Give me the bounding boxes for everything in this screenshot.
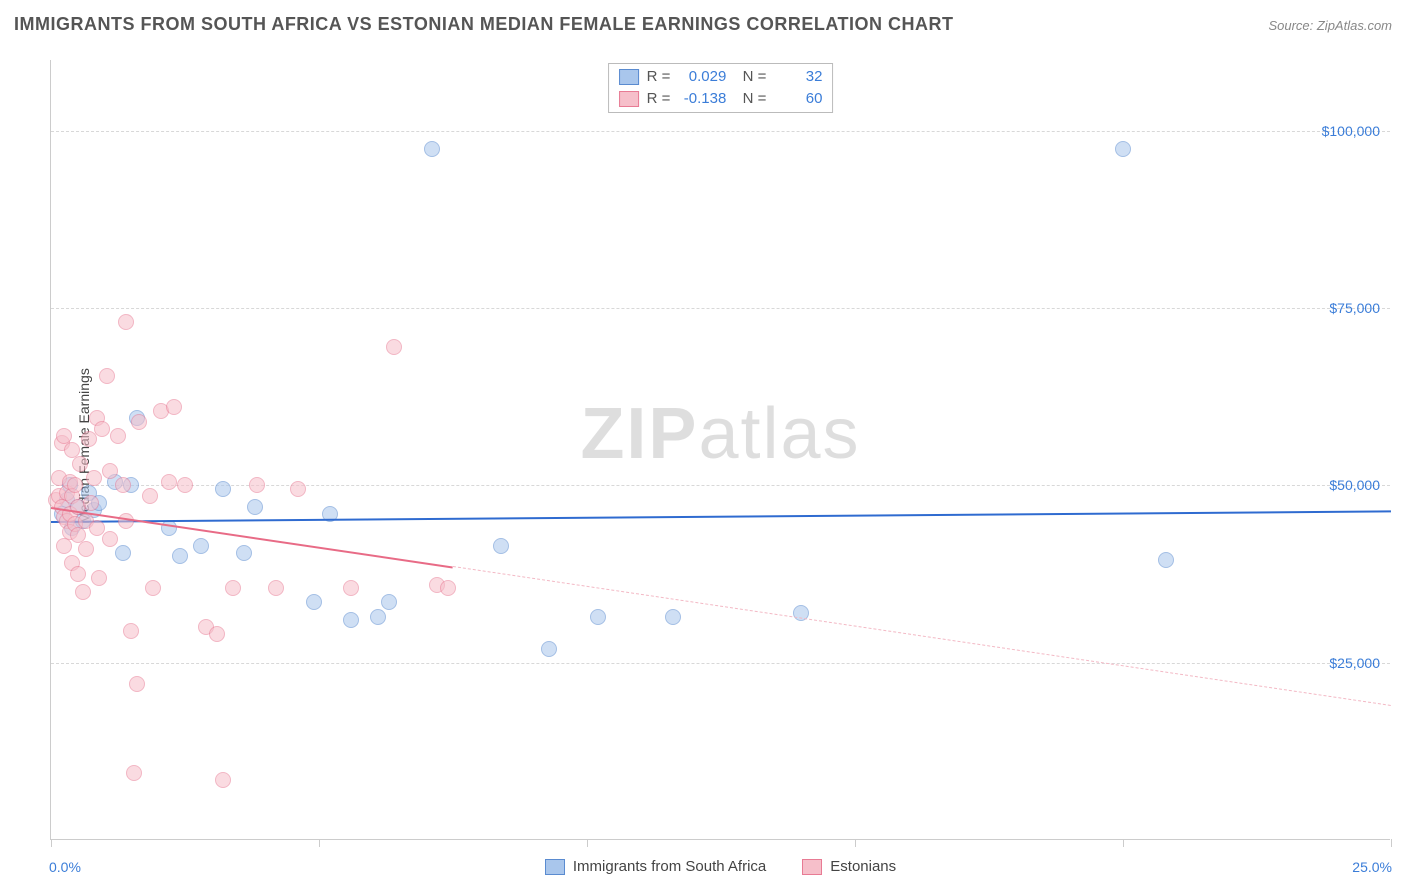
x-tick	[51, 839, 52, 847]
regression-line	[453, 566, 1391, 706]
scatter-point	[215, 772, 231, 788]
legend-bottom: Immigrants from South Africa Estonians	[51, 858, 1390, 875]
scatter-point	[386, 339, 402, 355]
chart-title: IMMIGRANTS FROM SOUTH AFRICA VS ESTONIAN…	[14, 14, 954, 35]
x-tick	[319, 839, 320, 847]
scatter-point	[247, 499, 263, 515]
scatter-point	[370, 609, 386, 625]
scatter-point	[78, 541, 94, 557]
n-value-1: 60	[774, 88, 822, 110]
scatter-point	[94, 421, 110, 437]
scatter-point	[102, 531, 118, 547]
scatter-point	[161, 520, 177, 536]
scatter-point	[102, 463, 118, 479]
r-value-0: 0.029	[678, 66, 726, 88]
x-tick	[1123, 839, 1124, 847]
scatter-point	[209, 626, 225, 642]
legend-label-0: Immigrants from South Africa	[573, 858, 766, 875]
scatter-point	[215, 481, 231, 497]
n-label: N =	[734, 88, 766, 110]
x-tick	[855, 839, 856, 847]
scatter-point	[1115, 141, 1131, 157]
scatter-point	[590, 609, 606, 625]
y-tick-label: $50,000	[1329, 477, 1380, 493]
watermark-bold: ZIP	[580, 394, 698, 474]
legend-item-0: Immigrants from South Africa	[545, 858, 766, 875]
scatter-point	[110, 428, 126, 444]
scatter-point	[129, 676, 145, 692]
n-label: N =	[734, 66, 766, 88]
scatter-point	[381, 594, 397, 610]
gridline-h	[51, 308, 1390, 309]
x-tick	[587, 839, 588, 847]
x-max-label: 25.0%	[1352, 859, 1392, 875]
scatter-point	[115, 477, 131, 493]
scatter-point	[236, 545, 252, 561]
n-value-0: 32	[774, 66, 822, 88]
scatter-point	[161, 474, 177, 490]
scatter-point	[424, 141, 440, 157]
scatter-point	[83, 495, 99, 511]
scatter-point	[75, 584, 91, 600]
scatter-point	[166, 399, 182, 415]
scatter-point	[665, 609, 681, 625]
legend-item-1: Estonians	[802, 858, 896, 875]
swatch-series-1	[619, 91, 639, 107]
scatter-point	[306, 594, 322, 610]
swatch-series-0	[545, 859, 565, 875]
watermark-rest: atlas	[698, 394, 860, 474]
scatter-point	[118, 314, 134, 330]
scatter-point	[343, 580, 359, 596]
scatter-point	[115, 545, 131, 561]
swatch-series-1	[802, 859, 822, 875]
scatter-point	[67, 477, 83, 493]
watermark: ZIPatlas	[580, 393, 860, 475]
scatter-point	[145, 580, 161, 596]
scatter-point	[86, 470, 102, 486]
x-min-label: 0.0%	[49, 859, 81, 875]
plot-area: ZIPatlas R = 0.029 N = 32 R = -0.138 N =…	[50, 60, 1390, 840]
scatter-point	[440, 580, 456, 596]
y-tick-label: $100,000	[1322, 123, 1380, 139]
header: IMMIGRANTS FROM SOUTH AFRICA VS ESTONIAN…	[14, 14, 1392, 35]
x-tick	[1391, 839, 1392, 847]
scatter-point	[225, 580, 241, 596]
scatter-point	[193, 538, 209, 554]
scatter-point	[99, 368, 115, 384]
gridline-h	[51, 131, 1390, 132]
r-value-1: -0.138	[678, 88, 726, 110]
legend-stats-row-0: R = 0.029 N = 32	[609, 66, 833, 88]
scatter-point	[70, 566, 86, 582]
scatter-point	[126, 765, 142, 781]
source-label: Source: ZipAtlas.com	[1268, 18, 1392, 33]
scatter-point	[172, 548, 188, 564]
scatter-point	[72, 456, 88, 472]
y-tick-label: $75,000	[1329, 300, 1380, 316]
r-label: R =	[647, 66, 671, 88]
scatter-point	[81, 431, 97, 447]
scatter-point	[177, 477, 193, 493]
scatter-point	[131, 414, 147, 430]
scatter-point	[290, 481, 306, 497]
scatter-point	[268, 580, 284, 596]
scatter-point	[249, 477, 265, 493]
r-label: R =	[647, 88, 671, 110]
scatter-point	[541, 641, 557, 657]
scatter-point	[91, 570, 107, 586]
gridline-h	[51, 663, 1390, 664]
scatter-point	[1158, 552, 1174, 568]
legend-stats-box: R = 0.029 N = 32 R = -0.138 N = 60	[608, 63, 834, 113]
scatter-point	[493, 538, 509, 554]
swatch-series-0	[619, 69, 639, 85]
scatter-point	[343, 612, 359, 628]
scatter-point	[56, 538, 72, 554]
scatter-point	[142, 488, 158, 504]
legend-stats-row-1: R = -0.138 N = 60	[609, 88, 833, 110]
y-tick-label: $25,000	[1329, 655, 1380, 671]
scatter-point	[123, 623, 139, 639]
legend-label-1: Estonians	[830, 858, 896, 875]
